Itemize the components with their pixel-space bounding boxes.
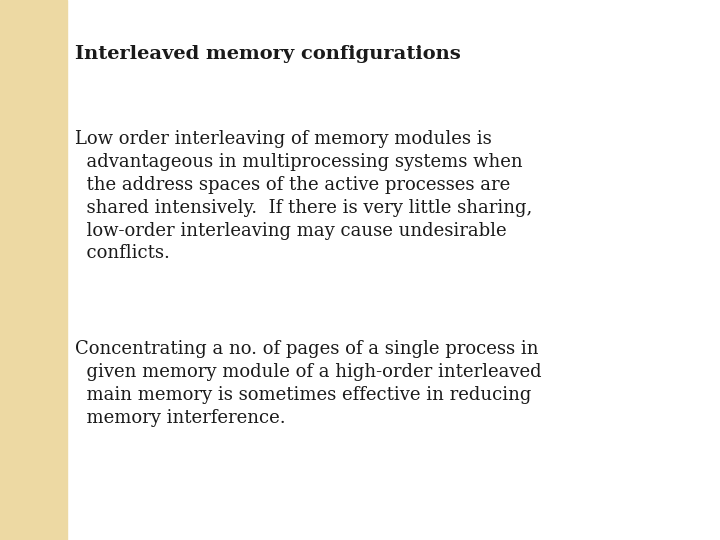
Text: Concentrating a no. of pages of a single process in
  given memory module of a h: Concentrating a no. of pages of a single… — [75, 340, 541, 427]
Text: Low order interleaving of memory modules is
  advantageous in multiprocessing sy: Low order interleaving of memory modules… — [75, 130, 532, 262]
Bar — [0, 0, 67, 540]
Text: Interleaved memory configurations: Interleaved memory configurations — [75, 45, 461, 63]
